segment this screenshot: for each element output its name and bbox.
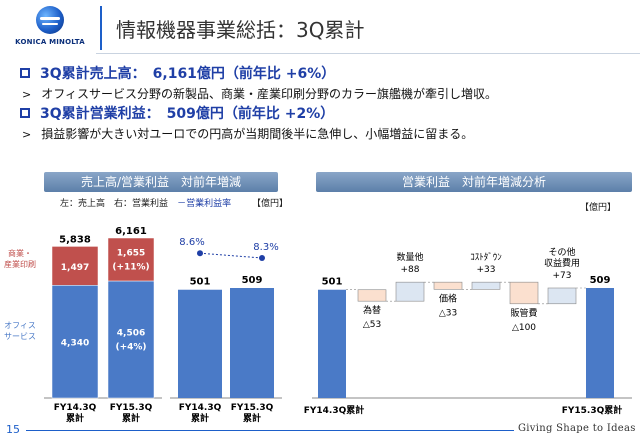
square-bullet-icon	[20, 108, 30, 118]
waterfall-value-label-0: 501	[322, 277, 343, 288]
rate-label-1: 8.3%	[253, 242, 278, 253]
profit-bar-label-0: 501	[190, 277, 211, 288]
sales-total-label-1: 6,161	[115, 226, 147, 237]
footer-line	[26, 430, 514, 431]
rate-label-0: 8.6%	[179, 237, 204, 248]
bullet-sales-text: 3Q累計売上高： 6,161億円（前年比 +6%）	[40, 66, 336, 82]
arrow-bullet-icon: >	[22, 88, 32, 101]
bullet-profit: 3Q累計営業利益： 509億円（前年比 +2%）	[20, 104, 630, 124]
left-panel-unit: 【億円】	[252, 199, 289, 209]
waterfall-category-label-4: ｺｽﾄﾀﾞｳﾝ	[470, 252, 502, 263]
sales-bar-print-0	[51, 246, 99, 286]
summary-bullets: 3Q累計売上高： 6,161億円（前年比 +6%） > オフィスサービス分野の新製…	[20, 64, 630, 144]
bullet-sales: 3Q累計売上高： 6,161億円（前年比 +6%）	[20, 64, 630, 84]
bullet-profit-text: 3Q累計営業利益： 509億円（前年比 +2%）	[40, 106, 335, 122]
logo-text: KONICA MINOLTA	[15, 38, 85, 46]
profit-bar-1	[230, 288, 274, 398]
header: KONICA MINOLTA 情報機器事業総括：3Q累計	[0, 0, 640, 56]
waterfall-category-label-1: 為替	[363, 304, 381, 316]
waterfall-step-bar-6	[547, 287, 577, 305]
right-panel-unit: 【億円】	[580, 203, 617, 213]
rate-point-1	[259, 255, 265, 261]
profit-category-label-1: FY15.3Q 累計	[231, 403, 274, 424]
left-panel-legend: 左：売上高 右：営業利益 －営業利益率	[60, 196, 231, 209]
waterfall-value-label-6: +73	[553, 271, 572, 281]
sales-category-label-0: FY14.3Q 累計	[54, 403, 97, 424]
legend-rate: －営業利益率	[177, 199, 232, 209]
waterfall-value-label-3: △33	[439, 308, 457, 318]
waterfall-category-label-2: 数量他	[396, 251, 423, 263]
waterfall-step-bar-2	[395, 281, 425, 302]
waterfall-step-bar-1	[357, 289, 387, 302]
bullet-profit-detail: > 損益影響が大きい対ユーロでの円高が当期間後半に急伸し、小幅増益に留まる。	[20, 124, 630, 144]
waterfall-step-bar-5	[509, 281, 539, 305]
waterfall-category-label-5: 販管費	[510, 307, 537, 319]
legend-office-series: オフィスサービス	[4, 321, 36, 341]
waterfall-total-bar-0	[318, 289, 346, 398]
right-panel-title: 営業利益 対前年増減分析	[316, 172, 632, 192]
profit-bar-0	[178, 289, 222, 398]
waterfall-value-label-7: 509	[590, 275, 611, 286]
sales-bar-label-0-0: 4,340	[61, 339, 89, 349]
sales-bar-label-0-1: 4,506 (+4%)	[115, 328, 146, 352]
left-panel-title: 売上高/営業利益 対前年増減	[44, 172, 278, 192]
waterfall-step-bar-3	[433, 281, 463, 290]
profit-category-label-0: FY14.3Q 累計	[179, 403, 222, 424]
sales-bar-office-1	[107, 280, 155, 399]
rate-point-0	[197, 250, 203, 257]
sales-bar-office-0	[51, 285, 99, 399]
waterfall-category-label-3: 価格	[439, 292, 457, 304]
waterfall-category-label-0: FY14.3Q累計	[304, 404, 365, 416]
arrow-bullet-icon: >	[22, 128, 32, 141]
square-bullet-icon	[20, 68, 30, 78]
profit-bar-label-1: 509	[242, 275, 263, 286]
waterfall-value-label-2: +88	[401, 265, 420, 275]
bullet-sales-detail-text: オフィスサービス分野の新製品、商業・産業印刷分野のカラー旗艦機が牽引し増収。	[41, 87, 497, 101]
waterfall-value-label-5: △100	[512, 323, 536, 333]
waterfall-step-bar-4	[471, 281, 501, 290]
sales-bar-print-1	[107, 237, 155, 282]
legend-print-series: 商業・産業印刷	[4, 248, 36, 269]
bullet-sales-detail: > オフィスサービス分野の新製品、商業・産業印刷分野のカラー旗艦機が牽引し増収。	[20, 84, 630, 104]
rate-line	[199, 252, 263, 259]
slogan: Giving Shape to Ideas	[518, 423, 636, 434]
company-logo: KONICA MINOLTA	[8, 4, 92, 52]
legend-right: 右：営業利益	[114, 199, 169, 209]
legend-left: 左：売上高	[60, 199, 106, 209]
waterfall-category-label-6: その他収益費用	[544, 246, 580, 269]
globe-icon	[36, 6, 64, 34]
waterfall-category-label-7: FY15.3Q累計	[562, 404, 623, 416]
sales-total-label-0: 5,838	[59, 234, 91, 245]
header-divider	[100, 6, 102, 50]
waterfall-value-label-4: +33	[477, 265, 496, 275]
sales-bar-label-1-1: 1,655 (+11%)	[112, 248, 149, 272]
page-title: 情報機器事業総括：3Q累計	[116, 18, 365, 42]
page-number: 15	[6, 423, 20, 436]
waterfall-value-label-1: △53	[363, 320, 381, 330]
sales-bar-label-1-0: 1,497	[61, 263, 89, 273]
waterfall-total-bar-7	[586, 288, 614, 398]
bullet-profit-detail-text: 損益影響が大きい対ユーロでの円高が当期間後半に急伸し、小幅増益に留まる。	[41, 127, 474, 141]
header-underline	[96, 53, 640, 54]
sales-category-label-1: FY15.3Q 累計	[110, 403, 153, 424]
